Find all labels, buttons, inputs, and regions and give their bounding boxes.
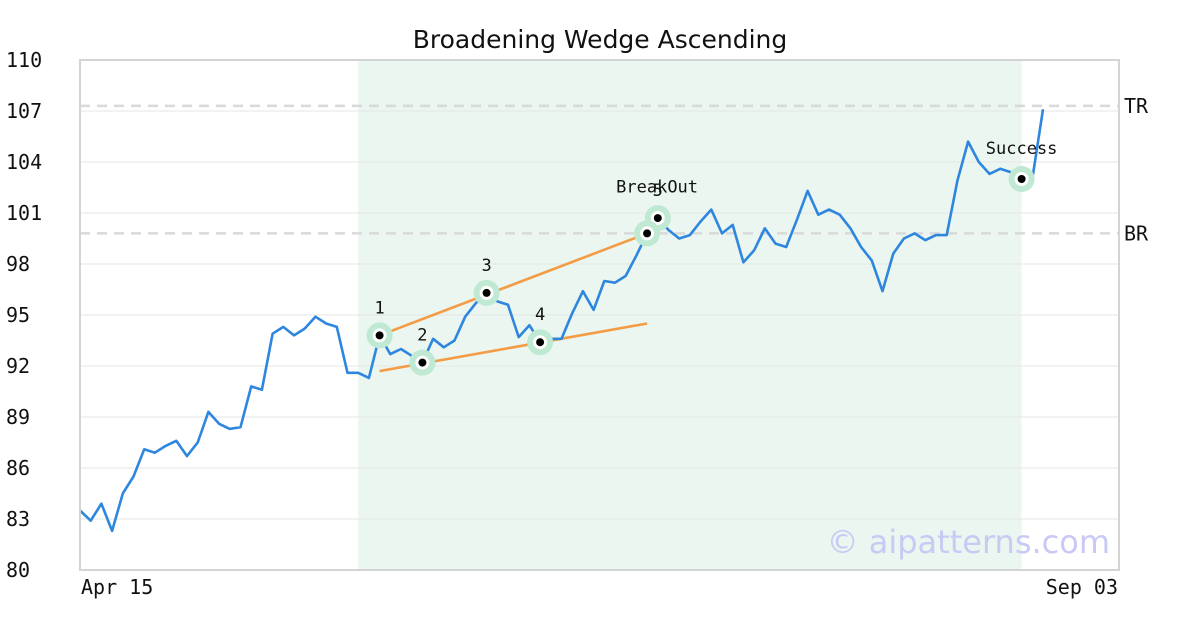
y-tick-label: 107 bbox=[6, 99, 42, 123]
y-tick-label: 98 bbox=[6, 252, 30, 276]
price-line bbox=[79, 109, 1045, 533]
pattern-point-label: 4 bbox=[535, 305, 545, 325]
plot-frame bbox=[79, 59, 1120, 571]
y-tick-label: 104 bbox=[6, 150, 42, 174]
reference-label: BR bbox=[1124, 221, 1149, 245]
event-point-dot bbox=[643, 229, 652, 238]
y-tick-label: 92 bbox=[6, 354, 30, 378]
reference-label: TR bbox=[1124, 94, 1149, 118]
pattern-point-label: 2 bbox=[417, 326, 427, 346]
x-tick-end: Sep 03 bbox=[1046, 575, 1118, 599]
pattern-point-dot bbox=[375, 331, 384, 340]
y-tick-label: 80 bbox=[6, 558, 30, 582]
pattern-point-label: 3 bbox=[481, 256, 491, 276]
y-tick-label: 83 bbox=[6, 507, 30, 531]
x-tick-start: Apr 15 bbox=[81, 575, 153, 599]
y-tick-label: 86 bbox=[6, 456, 30, 480]
chart-title: Broadening Wedge Ascending bbox=[413, 25, 788, 54]
y-axis: 80 83 86 89 92 95 98 101 104 107 110 bbox=[6, 48, 42, 582]
y-tick-label: 110 bbox=[6, 48, 42, 72]
pattern-point-label: 1 bbox=[374, 298, 384, 318]
pattern-point-dot bbox=[536, 338, 545, 347]
event-label: Success bbox=[986, 139, 1058, 159]
y-tick-label: 95 bbox=[6, 303, 30, 327]
event-point-dot bbox=[1017, 175, 1026, 183]
watermark: © aipatterns.com bbox=[827, 523, 1110, 561]
y-tick-label: 101 bbox=[6, 201, 42, 225]
pattern-point-dot bbox=[418, 358, 427, 367]
pattern-point-dot bbox=[653, 214, 662, 223]
trendline-upper bbox=[379, 232, 648, 337]
reference-lines: TR BR bbox=[80, 94, 1149, 245]
pattern-point-label: 5 bbox=[653, 181, 663, 201]
y-tick-label: 89 bbox=[6, 405, 30, 429]
pattern-point-dot bbox=[482, 288, 491, 297]
event-label: BreakOut bbox=[616, 177, 698, 197]
